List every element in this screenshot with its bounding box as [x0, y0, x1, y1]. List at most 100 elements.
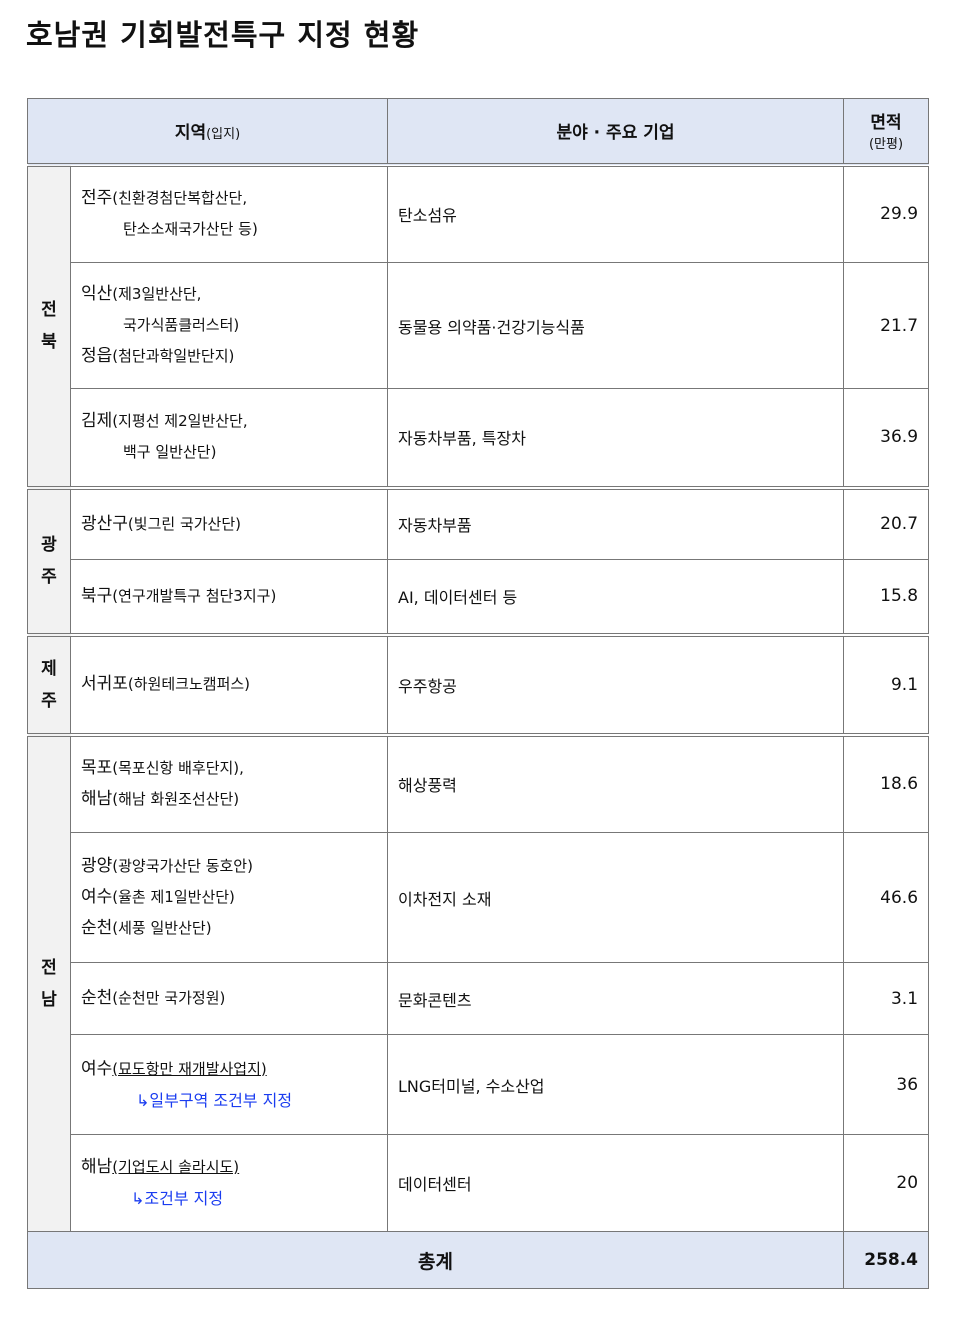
field-cell: 이차전지 소재: [387, 832, 845, 963]
location-detail: (순천만 국가정원): [112, 989, 226, 1007]
location-detail: (하원테크노캠퍼스): [127, 675, 251, 693]
location-detail: (세풍 일반산단): [112, 919, 212, 937]
location-cell: 광양(광양국가산단 동호안) 여수(율촌 제1일반산단) 순천(세풍 일반산단): [69, 832, 389, 963]
location-line: 순천(순천만 국가정원): [81, 983, 387, 1014]
special-zone-table: 지역(입지) 분야 · 주요 기업 면적 (만평) 전 북 전주(친환경첨단복합산단,…: [26, 98, 930, 1289]
location-line: 전주(친환경첨단복합산단,: [81, 183, 387, 214]
location-cell: 전주(친환경첨단복합산단, 탄소소재국가산단 등): [69, 164, 389, 263]
location-name: 익산: [81, 284, 113, 304]
location-name: 광산구: [81, 513, 128, 534]
location-cell: 북구(연구개발특구 첨단3지구): [69, 559, 389, 637]
location-name: 전주: [81, 188, 113, 209]
location-line: 광양(광양국가산단 동호안): [81, 851, 387, 882]
field-cell: LNG터미널, 수소산업: [387, 1034, 845, 1135]
table-row: 광 주 광산구(빛그린 국가산단) 자동차부품 20.7: [27, 487, 930, 637]
condition-note: ↳조건부 지정: [131, 1189, 224, 1208]
table-row: 제 주 서귀포(하원테크노캠퍼스) 우주항공 9.1: [27, 634, 930, 737]
location-detail: (지평선 제2일반산단,: [112, 412, 248, 431]
region-char: 전: [41, 957, 57, 978]
location-name: 여수: [81, 1058, 113, 1079]
location-line: 서귀포(하원테크노캠퍼스): [81, 669, 387, 700]
location-cell: 광산구(빛그린 국가산단): [69, 487, 389, 560]
field-cell: 탄소섬유: [387, 164, 845, 263]
table-row: 순천(순천만 국가정원) 문화콘텐츠 3.1: [28, 962, 930, 1035]
location-name: 김제: [81, 411, 113, 432]
location-detail: (기업도시 솔라시도): [112, 1158, 240, 1176]
location-line: 해남(해남 화원조선산단): [81, 784, 387, 815]
location-line: 여수(율촌 제1일반산단): [81, 882, 387, 913]
location-line: 탄소소재국가산단 등): [81, 214, 387, 245]
location-line: 여수(묘도항만 재개발사업지): [81, 1054, 387, 1085]
table-row: 김제(지평선 제2일반산단, 백구 일반산단) 자동차부품, 특장차 36.9: [28, 388, 930, 490]
location-line: 익산(제3일반산단,: [81, 279, 387, 310]
region-char: 남: [41, 989, 57, 1010]
area-cell: 3.1: [843, 962, 930, 1035]
location-detail: (빛그린 국가산단): [127, 514, 241, 533]
location-line: 광산구(빛그린 국가산단): [81, 509, 387, 540]
area-cell: 36: [843, 1034, 930, 1135]
field-cell: 데이터센터: [387, 1134, 845, 1232]
location-name: 광양: [81, 856, 113, 876]
location-line: 국가식품클러스터): [81, 310, 387, 341]
region-char: 주: [41, 567, 57, 587]
location-name: 목포: [81, 758, 113, 779]
location-detail: 국가식품클러스터): [123, 316, 240, 334]
location-line: 김제(지평선 제2일반산단,: [81, 406, 387, 437]
table-row: 전 남 목포(목포신항 배후단지), 해남(해남 화원조선산단) 해상풍력 18.6: [27, 734, 930, 1232]
location-name: 순천: [81, 988, 113, 1008]
header-field: 분야 · 주요 기업: [387, 98, 845, 167]
location-cell: 순천(순천만 국가정원): [69, 962, 389, 1035]
location-name: 북구: [81, 585, 113, 606]
condition-note: ↳일부구역 조건부 지정: [136, 1090, 293, 1110]
location-cell: 해남(기업도시 솔라시도) ↳조건부 지정: [69, 1134, 389, 1232]
location-detail: (해남 화원조선산단): [112, 790, 240, 809]
location-detail: (묘도항만 재개발사업지): [112, 1059, 267, 1078]
total-area: 258.4: [843, 1231, 930, 1289]
location-cell: 김제(지평선 제2일반산단, 백구 일반산단): [69, 388, 389, 490]
location-detail: 백구 일반산단): [123, 443, 217, 462]
area-cell: 29.9: [843, 164, 930, 263]
location-line: 정읍(첨단과학일반단지): [81, 341, 387, 372]
header-region: 지역(입지): [26, 98, 389, 167]
page-title: 호남권 기회발전특구 지정 현황: [26, 18, 420, 52]
region-char: 광: [41, 535, 57, 555]
location-cell: 서귀포(하원테크노캠퍼스): [69, 634, 389, 737]
location-detail: (연구개발특구 첨단3지구): [112, 586, 277, 605]
table-row: 북구(연구개발특구 첨단3지구) AI, 데이터센터 등 15.8: [28, 559, 930, 637]
field-cell: 자동차부품, 특장차: [387, 388, 845, 490]
location-detail: (광양국가산단 동호안): [112, 857, 253, 875]
table-row: 전 북 전주(친환경첨단복합산단, 탄소소재국가산단 등) 탄소섬유 29.9: [27, 164, 930, 490]
location-detail: (친환경첨단복합산단,: [112, 189, 248, 208]
field-cell: AI, 데이터센터 등: [387, 559, 845, 637]
field-cell: 우주항공: [387, 634, 845, 737]
table-row: 여수(묘도항만 재개발사업지) ↳일부구역 조건부 지정 LNG터미널, 수소산업 3…: [28, 1034, 930, 1135]
location-cell: 목포(목포신항 배후단지), 해남(해남 화원조선산단): [69, 734, 389, 833]
field-cell: 문화콘텐츠: [387, 962, 845, 1035]
area-cell: 36.9: [843, 388, 930, 490]
table-row: 해남(기업도시 솔라시도) ↳조건부 지정 데이터센터 20: [28, 1134, 930, 1232]
location-name: 순천: [81, 918, 113, 938]
location-detail: (제3일반산단,: [112, 285, 202, 303]
field-cell: 해상풍력: [387, 734, 845, 833]
location-detail: (첨단과학일반단지): [112, 347, 235, 365]
region-char: 제: [41, 658, 57, 679]
area-cell: 15.8: [843, 559, 930, 637]
table-row: 익산(제3일반산단, 국가식품클러스터) 정읍(첨단과학일반단지) 동물용 의약품·건…: [28, 262, 930, 389]
region-char: 북: [41, 332, 57, 352]
header-area: 면적 (만평): [843, 98, 930, 167]
area-cell: 21.7: [843, 262, 930, 389]
area-cell: 46.6: [843, 832, 930, 963]
location-line: 목포(목포신항 배후단지),: [81, 753, 387, 784]
location-name: 정읍: [81, 346, 113, 366]
location-name: 서귀포: [81, 674, 128, 694]
location-name: 해남: [81, 1157, 113, 1177]
location-line: 해남(기업도시 솔라시도): [81, 1152, 387, 1183]
area-cell: 20.7: [843, 487, 930, 560]
location-detail: 탄소소재국가산단 등): [123, 220, 258, 239]
field-cell: 자동차부품: [387, 487, 845, 560]
location-detail: (율촌 제1일반산단): [112, 888, 235, 906]
location-line: 백구 일반산단): [81, 437, 387, 468]
location-detail: (목포신항 배후단지),: [112, 759, 244, 778]
